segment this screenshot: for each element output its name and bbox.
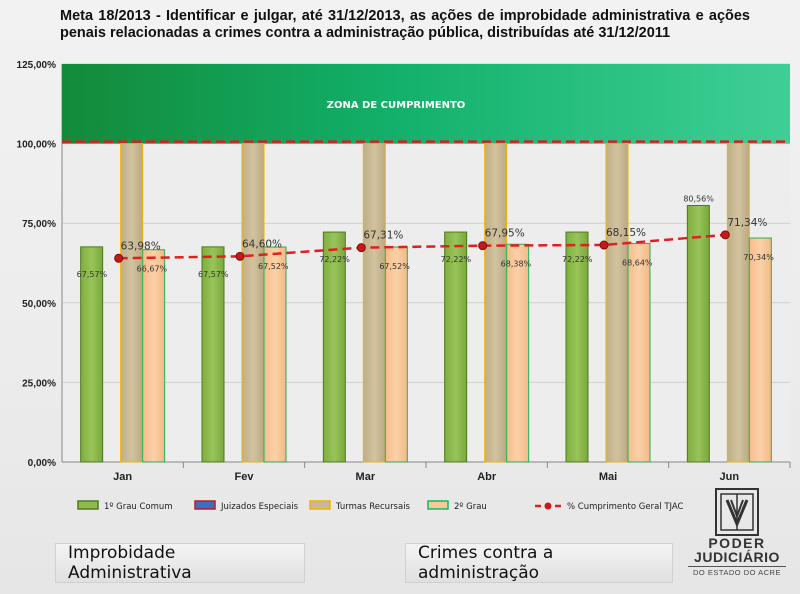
footer-crimes: Crimes contra a administração [405, 543, 673, 583]
labels-layer: 67,57% 66,67% 67,57% 67,52% 72,22% 67,52% 72,2… [77, 194, 775, 278]
chart-canvas: 0,00% 25,00% 50,00% 75,00% 100,00% 125,00% Jan… [17, 60, 791, 512]
x-tick-label: Abr [477, 471, 497, 483]
bar-1-grau-comum [80, 246, 104, 463]
bar-turmas-recursais [726, 143, 750, 463]
overall-point [235, 251, 245, 261]
overall-label: 67,95% [485, 228, 525, 240]
overall-label: 63,98% [121, 240, 161, 252]
bar-turmas-recursais [484, 143, 508, 463]
bar-label-2grau: 67,52% [379, 262, 410, 271]
bar-label-2grau: 68,38% [501, 259, 532, 268]
y-tick-label: 125,00% [17, 60, 57, 71]
overall-line-layer [62, 140, 790, 263]
bar-label-2grau: 66,67% [137, 265, 168, 274]
bar-label-1grau: 72,22% [562, 255, 593, 264]
bar-2-grau [627, 242, 651, 463]
x-tick-label: Mai [599, 471, 617, 483]
bar-turmas-recursais [362, 143, 386, 463]
logo-line3: DO ESTADO DO ACRE [688, 566, 786, 577]
logo-line2: JUDICIÁRIO [694, 549, 780, 565]
x-tick-label: Mar [356, 471, 376, 483]
footer-improbidade-label: Improbidade Administrativa [68, 543, 192, 583]
legend-label: Juizados Especiais [220, 502, 299, 512]
bar-label-2grau: 67,52% [258, 262, 289, 271]
bar-1-grau-comum [444, 231, 468, 463]
footer-crimes-label: Crimes contra a administração [418, 543, 554, 583]
legend-swatch [194, 500, 216, 510]
legend: 1º Grau Comum Juizados Especiais Turmas Re… [77, 500, 684, 512]
overall-point [114, 253, 124, 263]
legend-swatch [427, 500, 449, 510]
overall-label: 68,15% [606, 227, 646, 239]
overall-point [720, 230, 730, 240]
bar-label-1grau: 72,22% [441, 255, 472, 264]
chart-title: Meta 18/2013 - Identificar e julgar, até… [60, 8, 750, 41]
y-tick-label: 25,00% [22, 378, 56, 389]
x-tick-label: Fev [235, 471, 255, 483]
overall-point [599, 240, 609, 250]
y-tick-label: 0,00% [28, 458, 56, 469]
bar-1-grau-comum [565, 231, 589, 463]
logo-emblem-icon [715, 488, 759, 536]
legend-swatch [309, 500, 331, 510]
legend-label: Turmas Recursais [335, 502, 411, 512]
x-tick-label: Jan [113, 471, 132, 483]
overall-line [118, 233, 726, 260]
overall-label: 67,31% [363, 230, 403, 242]
bar-turmas-recursais [241, 143, 265, 463]
compliance-zone-label: ZONA DE CUMPRIMENTO [327, 100, 466, 111]
y-tick-label: 75,00% [22, 219, 56, 230]
footer-improbidade: Improbidade Administrativa [55, 543, 305, 583]
y-tick-label: 100,00% [17, 140, 57, 151]
logo: PODER JUDICIÁRIO DO ESTADO DO ACRE [678, 488, 796, 592]
bar-label-1grau: 72,22% [319, 255, 350, 264]
legend-label: 2º Grau [454, 502, 487, 512]
bar-label-2grau: 70,34% [743, 253, 774, 262]
overall-point [356, 243, 366, 253]
bar-2-grau [142, 249, 166, 463]
bars-layer [80, 143, 772, 463]
bar-2-grau [506, 243, 530, 463]
bar-1-grau-comum [201, 246, 225, 463]
bar-2-grau [263, 246, 287, 463]
bar-label-2grau: 68,64% [622, 258, 653, 267]
bar-label-1grau: 67,57% [77, 270, 108, 279]
legend-point-swatch [544, 502, 552, 510]
overall-label: 64,60% [242, 238, 282, 250]
logo-line1: PODER [708, 535, 766, 551]
bar-1-grau-comum [686, 204, 710, 463]
bar-turmas-recursais [605, 143, 629, 463]
bar-2-grau [748, 237, 772, 463]
legend-label: % Cumprimento Geral TJAC [567, 502, 684, 512]
compliance-zone: ZONA DE CUMPRIMENTO [62, 64, 790, 144]
legend-label: 1º Grau Comum [104, 502, 173, 512]
bar-1-grau-comum [322, 231, 346, 463]
x-tick-label: Jun [720, 471, 740, 483]
bar-label-1grau: 67,57% [198, 270, 229, 279]
overall-label: 71,34% [727, 217, 767, 229]
compliance-zone-band [62, 64, 790, 144]
legend-swatch [77, 500, 99, 510]
y-tick-label: 50,00% [22, 299, 56, 310]
bar-2-grau [384, 246, 408, 463]
bar-turmas-recursais [120, 143, 144, 463]
bar-label-1grau: 80,56% [683, 194, 714, 203]
overall-point [478, 241, 488, 251]
